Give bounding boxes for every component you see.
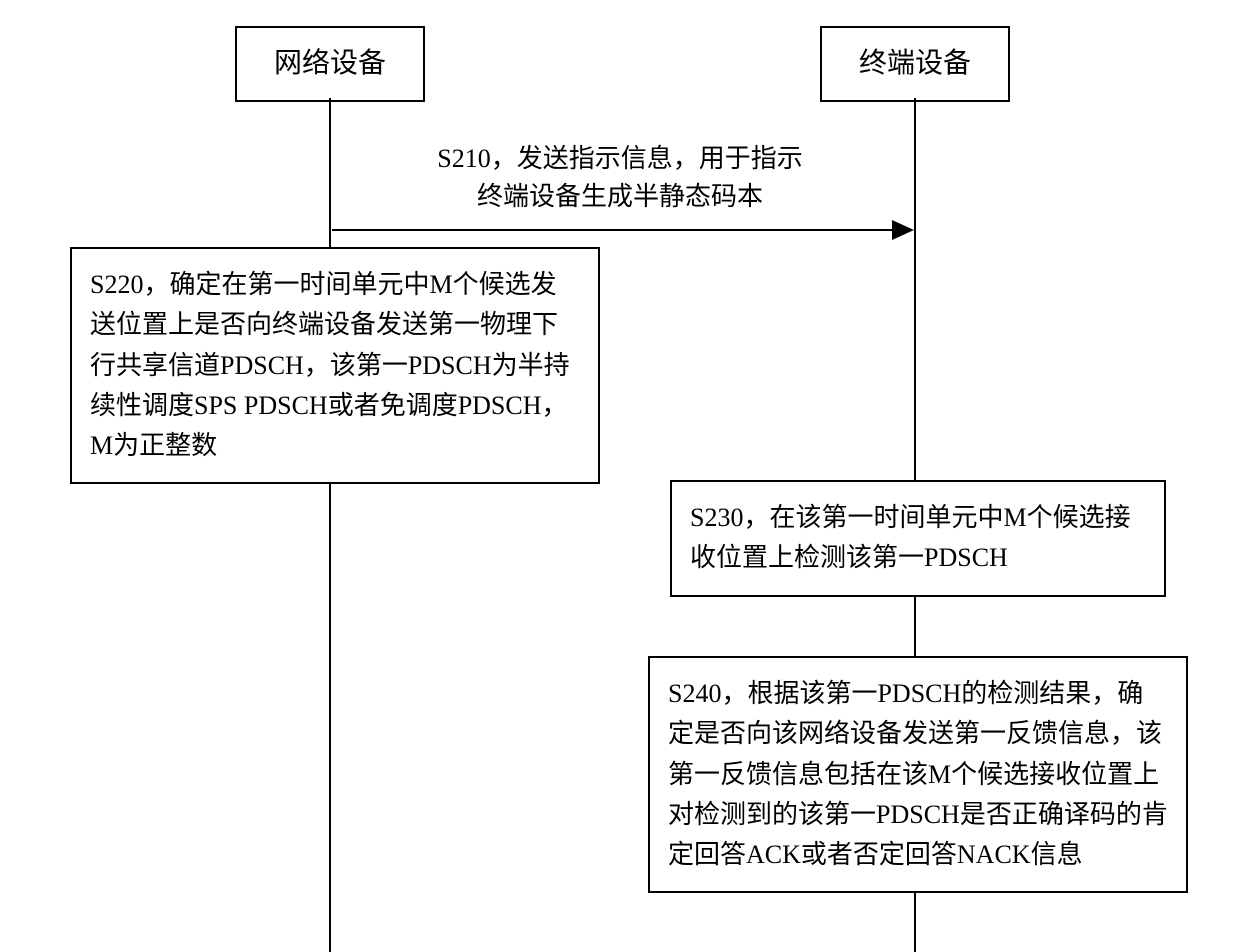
step-text: S220，确定在第一时间单元中M个候选发送位置上是否向终端设备发送第一物理下行共… [90, 270, 570, 460]
lifeline-network-device [329, 98, 331, 952]
participant-network-device: 网络设备 [235, 26, 425, 102]
step-s220: S220，确定在第一时间单元中M个候选发送位置上是否向终端设备发送第一物理下行共… [70, 247, 600, 484]
step-text: S240，根据该第一PDSCH的检测结果，确定是否向该网络设备发送第一反馈信息，… [668, 679, 1168, 869]
message-line2: 终端设备生成半静态码本 [477, 182, 763, 211]
sequence-diagram: 网络设备 终端设备 S210，发送指示信息，用于指示 终端设备生成半静态码本 S… [0, 0, 1240, 952]
message-s210-arrow-line [332, 229, 892, 231]
participant-label: 终端设备 [859, 48, 971, 79]
step-s230: S230，在该第一时间单元中M个候选接收位置上检测该第一PDSCH [670, 480, 1166, 597]
participant-terminal-device: 终端设备 [820, 26, 1010, 102]
step-s240: S240，根据该第一PDSCH的检测结果，确定是否向该网络设备发送第一反馈信息，… [648, 656, 1188, 893]
message-s210-label: S210，发送指示信息，用于指示 终端设备生成半静态码本 [380, 140, 860, 215]
message-line1: S210，发送指示信息，用于指示 [437, 144, 802, 173]
participant-label: 网络设备 [274, 48, 386, 79]
step-text: S230，在该第一时间单元中M个候选接收位置上检测该第一PDSCH [690, 503, 1131, 572]
message-s210-arrow-head [892, 220, 914, 240]
